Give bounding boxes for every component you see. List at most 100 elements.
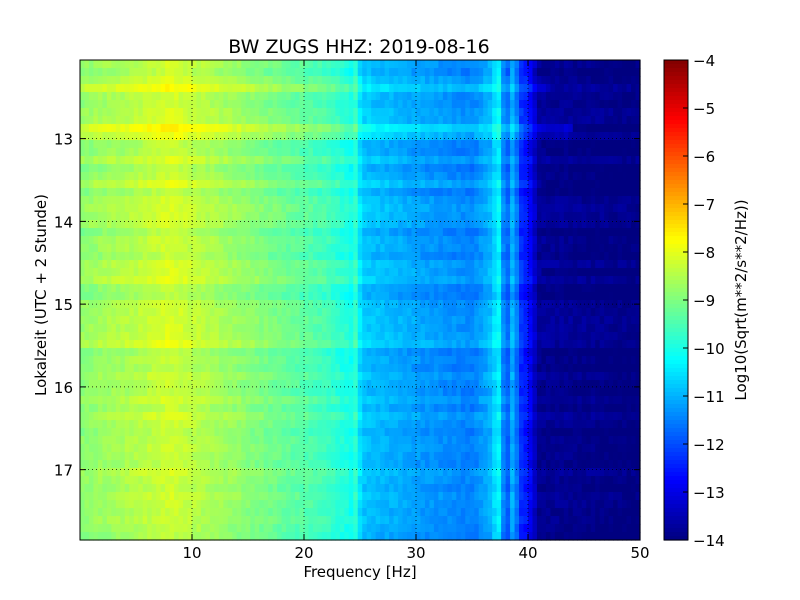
heatmap-cell — [84, 420, 90, 429]
heatmap-cell — [398, 68, 404, 77]
heatmap-cell — [398, 324, 404, 333]
heatmap-cell — [321, 500, 327, 509]
heatmap-cell — [362, 292, 368, 301]
heatmap-cell — [438, 204, 444, 213]
heatmap-cell — [254, 92, 260, 101]
heatmap-cell — [398, 148, 404, 157]
heatmap-cell — [384, 212, 390, 221]
heatmap-cell — [304, 428, 310, 437]
heatmap-cell — [120, 60, 126, 69]
heatmap-cell — [268, 180, 274, 189]
heatmap-cell — [281, 340, 287, 349]
heatmap-cell — [263, 260, 269, 269]
heatmap-cell — [357, 60, 363, 69]
heatmap-cell — [451, 124, 457, 133]
heatmap-cell — [84, 60, 90, 69]
heatmap-cell — [353, 156, 359, 165]
heatmap-cell — [106, 396, 112, 405]
heatmap-cell — [330, 420, 336, 429]
heatmap-cell — [93, 116, 99, 125]
heatmap-cell — [268, 476, 274, 485]
heatmap-cell — [124, 228, 130, 237]
heatmap-cell — [80, 132, 86, 141]
heatmap-cell — [295, 484, 301, 493]
heatmap-cell — [304, 300, 310, 309]
heatmap-cell — [353, 332, 359, 341]
heatmap-cell — [174, 140, 180, 149]
heatmap-cell — [254, 172, 260, 181]
heatmap-cell — [174, 244, 180, 253]
heatmap-cell — [429, 372, 435, 381]
heatmap-cell — [138, 468, 144, 477]
heatmap-cell — [218, 180, 224, 189]
heatmap-cell — [160, 404, 166, 413]
heatmap-cell — [232, 380, 238, 389]
heatmap-cell — [142, 500, 148, 509]
heatmap-cell — [174, 116, 180, 125]
heatmap-cell — [192, 180, 198, 189]
heatmap-cell — [254, 124, 260, 133]
heatmap-cell — [263, 244, 269, 253]
heatmap-cell — [326, 84, 332, 93]
heatmap-cell — [147, 76, 153, 85]
heatmap-cell — [218, 188, 224, 197]
heatmap-cell — [218, 164, 224, 173]
heatmap-cell — [205, 428, 211, 437]
heatmap-cell — [214, 452, 220, 461]
heatmap-cell — [268, 468, 274, 477]
heatmap-cell — [80, 220, 86, 229]
heatmap-cell — [402, 468, 408, 477]
heatmap-cell — [299, 188, 305, 197]
heatmap-cell — [209, 188, 215, 197]
heatmap-cell — [102, 388, 108, 397]
heatmap-cell — [84, 444, 90, 453]
heatmap-cell — [151, 340, 157, 349]
heatmap-cell — [129, 116, 135, 125]
heatmap-cell — [281, 436, 287, 445]
heatmap-cell — [151, 308, 157, 317]
heatmap-cell — [330, 108, 336, 117]
heatmap-cell — [254, 292, 260, 301]
heatmap-cell — [80, 60, 86, 69]
heatmap-cell — [308, 108, 314, 117]
heatmap-cell — [330, 252, 336, 261]
heatmap-cell — [124, 108, 130, 117]
heatmap-cell — [183, 404, 189, 413]
heatmap-cell — [330, 380, 336, 389]
heatmap-cell — [353, 292, 359, 301]
heatmap-cell — [209, 84, 215, 93]
heatmap-cell — [133, 372, 139, 381]
heatmap-cell — [254, 252, 260, 261]
heatmap-cell — [353, 388, 359, 397]
heatmap-cell — [88, 356, 95, 365]
heatmap-cell — [299, 332, 305, 341]
heatmap-cell — [196, 300, 202, 309]
heatmap-cell — [178, 164, 184, 173]
heatmap-cell — [286, 172, 292, 181]
heatmap-cell — [160, 84, 166, 93]
heatmap-cell — [393, 76, 399, 85]
heatmap-cell — [380, 292, 386, 301]
heatmap-cell — [348, 172, 354, 181]
heatmap-cell — [218, 372, 224, 381]
heatmap-cell — [245, 396, 251, 405]
heatmap-cell — [192, 468, 198, 477]
heatmap-cell — [209, 212, 215, 221]
heatmap-cell — [277, 532, 283, 541]
heatmap-cell — [442, 332, 448, 341]
heatmap-cell — [241, 420, 247, 429]
heatmap-cell — [80, 236, 86, 245]
heatmap-cell — [259, 476, 265, 485]
heatmap-cell — [438, 244, 444, 253]
heatmap-cell — [416, 132, 422, 141]
heatmap-cell — [344, 292, 350, 301]
heatmap-cell — [348, 332, 354, 341]
heatmap-cell — [312, 124, 319, 133]
heatmap-cell — [447, 452, 453, 461]
heatmap-cell — [223, 148, 229, 157]
heatmap-cell — [209, 444, 215, 453]
heatmap-cell — [218, 428, 224, 437]
heatmap-cell — [196, 244, 202, 253]
heatmap-cell — [263, 388, 269, 397]
heatmap-cell — [281, 196, 287, 205]
